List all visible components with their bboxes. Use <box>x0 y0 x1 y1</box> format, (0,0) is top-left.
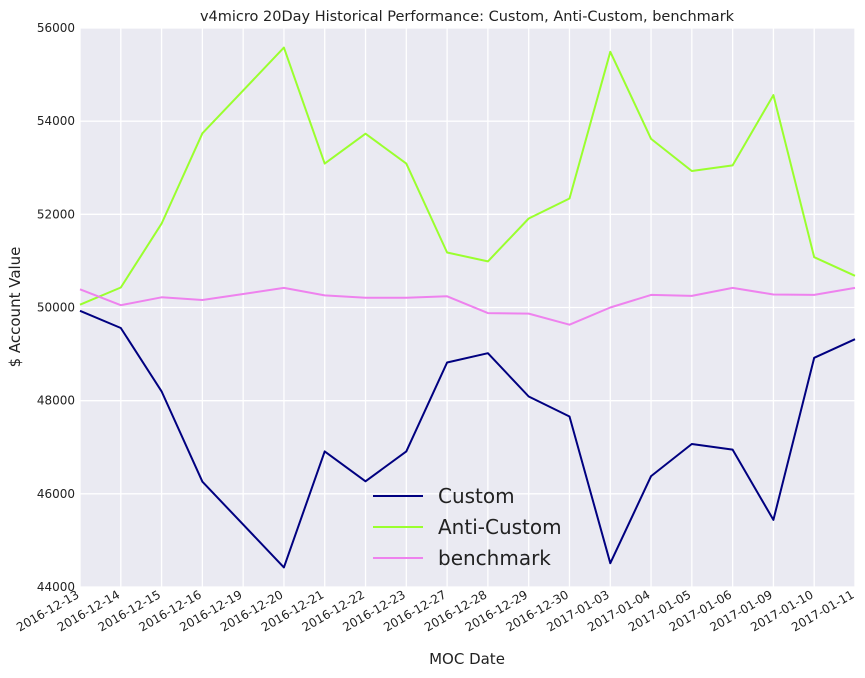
y-tick-labels: 44000 46000 48000 50000 52000 54000 56000 <box>37 21 75 594</box>
series-lines <box>79 46 856 569</box>
chart-title: v4micro 20Day Historical Performance: Cu… <box>200 9 735 25</box>
series-line-custom <box>79 309 856 569</box>
y-tick-label: 46000 <box>37 487 75 501</box>
y-tick-label: 44000 <box>37 580 75 594</box>
y-tick-label: 52000 <box>37 207 75 221</box>
x-tick-labels: 2016-12-132016-12-142016-12-152016-12-16… <box>14 587 856 634</box>
x-axis-title: MOC Date <box>429 650 505 668</box>
legend: Custom Anti-Custom benchmark <box>373 484 562 570</box>
y-tick-label: 56000 <box>37 21 75 35</box>
legend-label: Custom <box>438 484 515 508</box>
y-tick-label: 54000 <box>37 114 75 128</box>
series-line-anti-custom <box>79 46 856 306</box>
y-axis-title: $ Account Value <box>6 247 24 368</box>
legend-label: benchmark <box>438 546 551 570</box>
y-tick-label: 50000 <box>37 301 75 315</box>
y-tick-label: 48000 <box>37 394 75 408</box>
series-line-benchmark <box>79 286 856 326</box>
legend-label: Anti-Custom <box>438 515 562 539</box>
grid-lines <box>79 27 856 588</box>
